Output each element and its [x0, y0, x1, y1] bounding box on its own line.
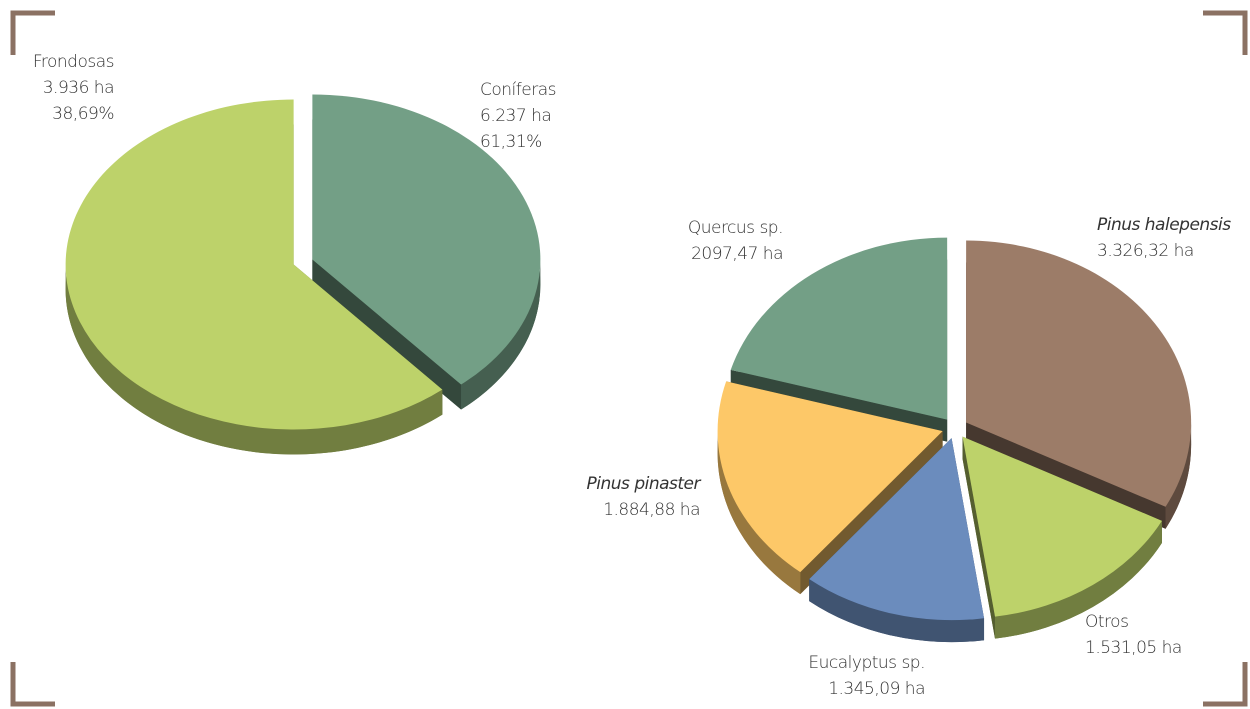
corner-bracket — [10, 10, 55, 55]
value-label: 3.326,32 ha — [1097, 241, 1194, 261]
corner-bracket — [1203, 662, 1248, 707]
slice-cut-face — [312, 259, 462, 410]
corner-bracket — [1203, 10, 1248, 55]
corner-bracket — [10, 662, 55, 707]
pie-slice — [962, 436, 1162, 617]
category-label: Frondosas — [33, 52, 114, 72]
pie-slice — [809, 438, 985, 621]
value-label: 3.936 ha — [43, 78, 114, 98]
slice-cut-face — [962, 436, 996, 639]
slice-wall — [461, 259, 541, 410]
slice-wall — [65, 264, 443, 455]
percent-label: 61,31% — [480, 132, 542, 152]
pie-slice — [966, 240, 1192, 507]
category-label: Coníferas — [480, 80, 556, 100]
category-label: Quercus sp. — [688, 218, 783, 238]
slice-wall — [809, 579, 985, 643]
category-label: Eucalyptus sp. — [808, 653, 925, 673]
category-label: Pinus halepensis — [1097, 215, 1231, 235]
pie-slice — [717, 381, 943, 573]
value-label: 6.237 ha — [480, 106, 551, 126]
value-label: 1.345,09 ha — [828, 679, 925, 699]
category-label: Pinus pinaster — [587, 474, 702, 494]
pie-slice — [65, 99, 443, 430]
category-label: Otros — [1085, 612, 1128, 632]
value-label: 1.531,05 ha — [1085, 638, 1182, 658]
pie-slice — [312, 94, 541, 385]
slice-wall — [995, 520, 1162, 639]
slice-wall — [1165, 422, 1192, 529]
pie-slice — [730, 237, 948, 420]
value-label: 2097,47 ha — [691, 244, 783, 264]
slice-wall — [717, 431, 801, 595]
percent-label: 38,69% — [52, 104, 114, 124]
value-label: 1.884,88 ha — [603, 500, 700, 520]
